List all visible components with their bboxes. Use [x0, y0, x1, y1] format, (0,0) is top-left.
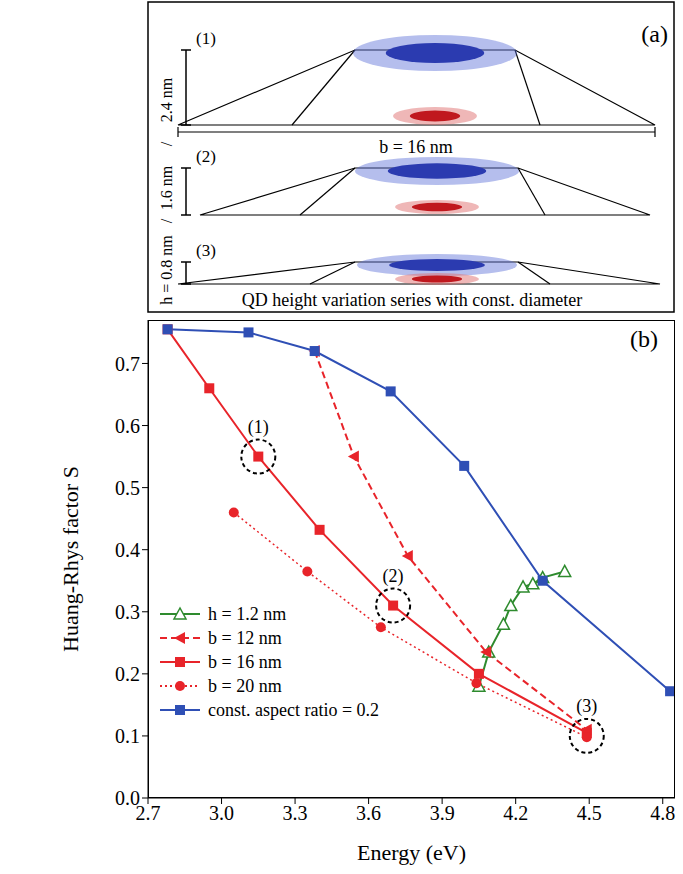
svg-text:b = 16 nm: b = 16 nm: [379, 137, 453, 157]
svg-text:2.4 nm: 2.4 nm: [158, 77, 175, 122]
svg-text:4.2: 4.2: [503, 802, 528, 824]
svg-text:QD height variation series wit: QD height variation series with const. d…: [242, 290, 582, 310]
svg-text:(3): (3): [196, 241, 216, 260]
svg-text:1.6 nm: 1.6 nm: [158, 165, 175, 210]
svg-text:4.8: 4.8: [650, 802, 675, 824]
html-text:b = 16 nm: b = 16 nm: [208, 652, 282, 672]
svg-text:Energy (eV): Energy (eV): [357, 840, 466, 865]
svg-text:Huang-Rhys factor S: Huang-Rhys factor S: [58, 466, 83, 652]
svg-text:3.0: 3.0: [209, 802, 234, 824]
svg-text:0.1: 0.1: [115, 725, 140, 747]
html-text:b = 20 nm: b = 20 nm: [208, 676, 282, 696]
svg-text:3.3: 3.3: [283, 802, 308, 824]
html-text:b = 12 nm: b = 12 nm: [208, 628, 282, 648]
svg-text:(1): (1): [248, 417, 269, 438]
html-text:const. aspect ratio = 0.2: const. aspect ratio = 0.2: [208, 700, 380, 720]
svg-text:4.5: 4.5: [577, 802, 602, 824]
svg-text:(a): (a): [641, 21, 668, 47]
svg-text:0.5: 0.5: [115, 477, 140, 499]
svg-text:(2): (2): [196, 147, 216, 166]
svg-text:0.6: 0.6: [115, 415, 140, 437]
svg-text:(1): (1): [196, 29, 216, 48]
svg-text:2.7: 2.7: [135, 802, 161, 825]
svg-text:/: /: [158, 141, 175, 146]
svg-text:0.3: 0.3: [115, 601, 140, 623]
html-text:h = 1.2 nm: h = 1.2 nm: [208, 604, 287, 624]
svg-text:3.9: 3.9: [430, 802, 455, 824]
svg-text:0.2: 0.2: [115, 663, 140, 685]
svg-text:(3): (3): [576, 696, 597, 717]
svg-text:(2): (2): [383, 566, 404, 587]
svg-text:h = 0.8 nm: h = 0.8 nm: [158, 235, 175, 305]
svg-text:/: /: [158, 218, 175, 223]
svg-text:0.0: 0.0: [115, 787, 140, 809]
svg-text:3.6: 3.6: [356, 802, 381, 824]
html-text:(b): (b): [630, 326, 658, 352]
svg-text:0.4: 0.4: [115, 539, 140, 561]
svg-text:0.7: 0.7: [115, 353, 140, 375]
